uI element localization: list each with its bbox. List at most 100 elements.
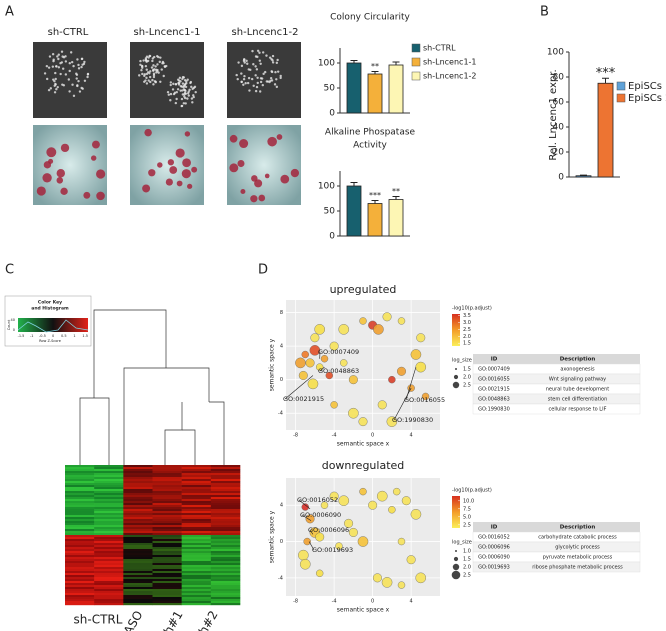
heat-cell (123, 601, 153, 604)
cell (145, 82, 149, 85)
y-tick-label: 100 (318, 182, 335, 192)
cell (181, 82, 185, 85)
heat-cell (123, 581, 153, 584)
heat-cell (210, 467, 241, 470)
ap-image (130, 125, 204, 205)
cell (56, 85, 59, 89)
heat-cell (65, 595, 95, 598)
heat-cell (65, 535, 95, 538)
term-bubble (357, 536, 369, 547)
heat-cell (94, 515, 124, 518)
heat-cell (94, 481, 124, 484)
heat-cell (123, 579, 153, 582)
ap-colony (280, 174, 290, 184)
y-tick-label: 0 (329, 232, 335, 242)
cell (237, 61, 240, 64)
heat-cell (123, 593, 153, 596)
column-label: ASO (121, 608, 146, 631)
cell (279, 76, 282, 80)
cell (62, 84, 66, 87)
bar (388, 64, 404, 114)
table-cell: pyruvate metabolic process (543, 555, 613, 561)
heat-cell (94, 555, 124, 558)
ap-colony (144, 128, 152, 137)
cell (68, 62, 71, 65)
cell (48, 55, 52, 58)
heat-cell (94, 557, 124, 560)
cell (151, 78, 154, 82)
heat-cell (181, 541, 212, 544)
heat-cell (152, 563, 182, 566)
cell (45, 64, 49, 68)
heat-cell (181, 521, 212, 524)
size-tick-label: 2.0 (463, 565, 471, 571)
heat-cell (94, 483, 124, 486)
cell (145, 68, 148, 71)
heat-cell (152, 551, 182, 554)
error-bar (602, 77, 609, 84)
heat-cell (152, 525, 182, 528)
term-bubble (309, 345, 321, 356)
heat-cell (123, 467, 153, 470)
cell (246, 81, 250, 85)
cell (263, 70, 267, 74)
bar (597, 82, 614, 178)
table-header-cell: ID (491, 525, 498, 531)
cell (150, 66, 154, 69)
heat-cell (181, 473, 212, 476)
cell (271, 54, 275, 58)
table-cell: GO:1990830 (478, 407, 510, 413)
cell (259, 62, 262, 66)
size-key (451, 570, 461, 580)
heat-cell (152, 581, 182, 584)
ap-colony (96, 191, 105, 201)
heat-cell (181, 563, 212, 566)
heat-cell (94, 553, 124, 556)
cell (47, 88, 51, 92)
panel-label: C (5, 263, 14, 278)
cell (183, 93, 186, 96)
term-bubble (330, 401, 338, 409)
cell (169, 92, 173, 96)
ap-colony (181, 169, 191, 179)
cell (80, 57, 84, 61)
heat-cell (152, 523, 182, 526)
heat-cell (94, 603, 124, 606)
ap-colony (240, 188, 246, 194)
heat-cell (181, 479, 212, 482)
heat-cell (210, 575, 241, 578)
heat-cell (210, 563, 241, 566)
term-bubble (397, 537, 406, 546)
cell (54, 77, 57, 81)
table-cell: neural tube development (546, 387, 610, 393)
table-cell: carbohydrate catabolic process (538, 535, 617, 541)
table-cell: GO:0016055 (478, 377, 510, 383)
ap-colony (56, 169, 65, 178)
heat-cell (210, 579, 241, 582)
cell (169, 83, 172, 87)
ap-colony (60, 143, 70, 153)
cell (43, 72, 47, 75)
cell (191, 87, 194, 91)
cell (242, 78, 246, 81)
cell (152, 83, 155, 86)
heat-cell (65, 467, 95, 470)
heat-cell (65, 533, 95, 536)
term-bubble (315, 569, 324, 578)
heat-cell (152, 589, 182, 592)
cell (62, 56, 66, 59)
term-bubble (410, 349, 422, 360)
cell (148, 54, 152, 58)
heat-cell (123, 519, 153, 522)
heat-cell (94, 559, 124, 562)
heat-cell (181, 603, 212, 606)
heat-cell (152, 557, 182, 560)
heat-cell (123, 509, 153, 512)
cell (236, 77, 239, 81)
heat-cell (210, 499, 241, 502)
heat-cell (181, 579, 212, 582)
heat-cell (123, 565, 153, 568)
heat-cell (181, 491, 212, 494)
heat-cell (181, 587, 212, 590)
cell (56, 55, 59, 58)
